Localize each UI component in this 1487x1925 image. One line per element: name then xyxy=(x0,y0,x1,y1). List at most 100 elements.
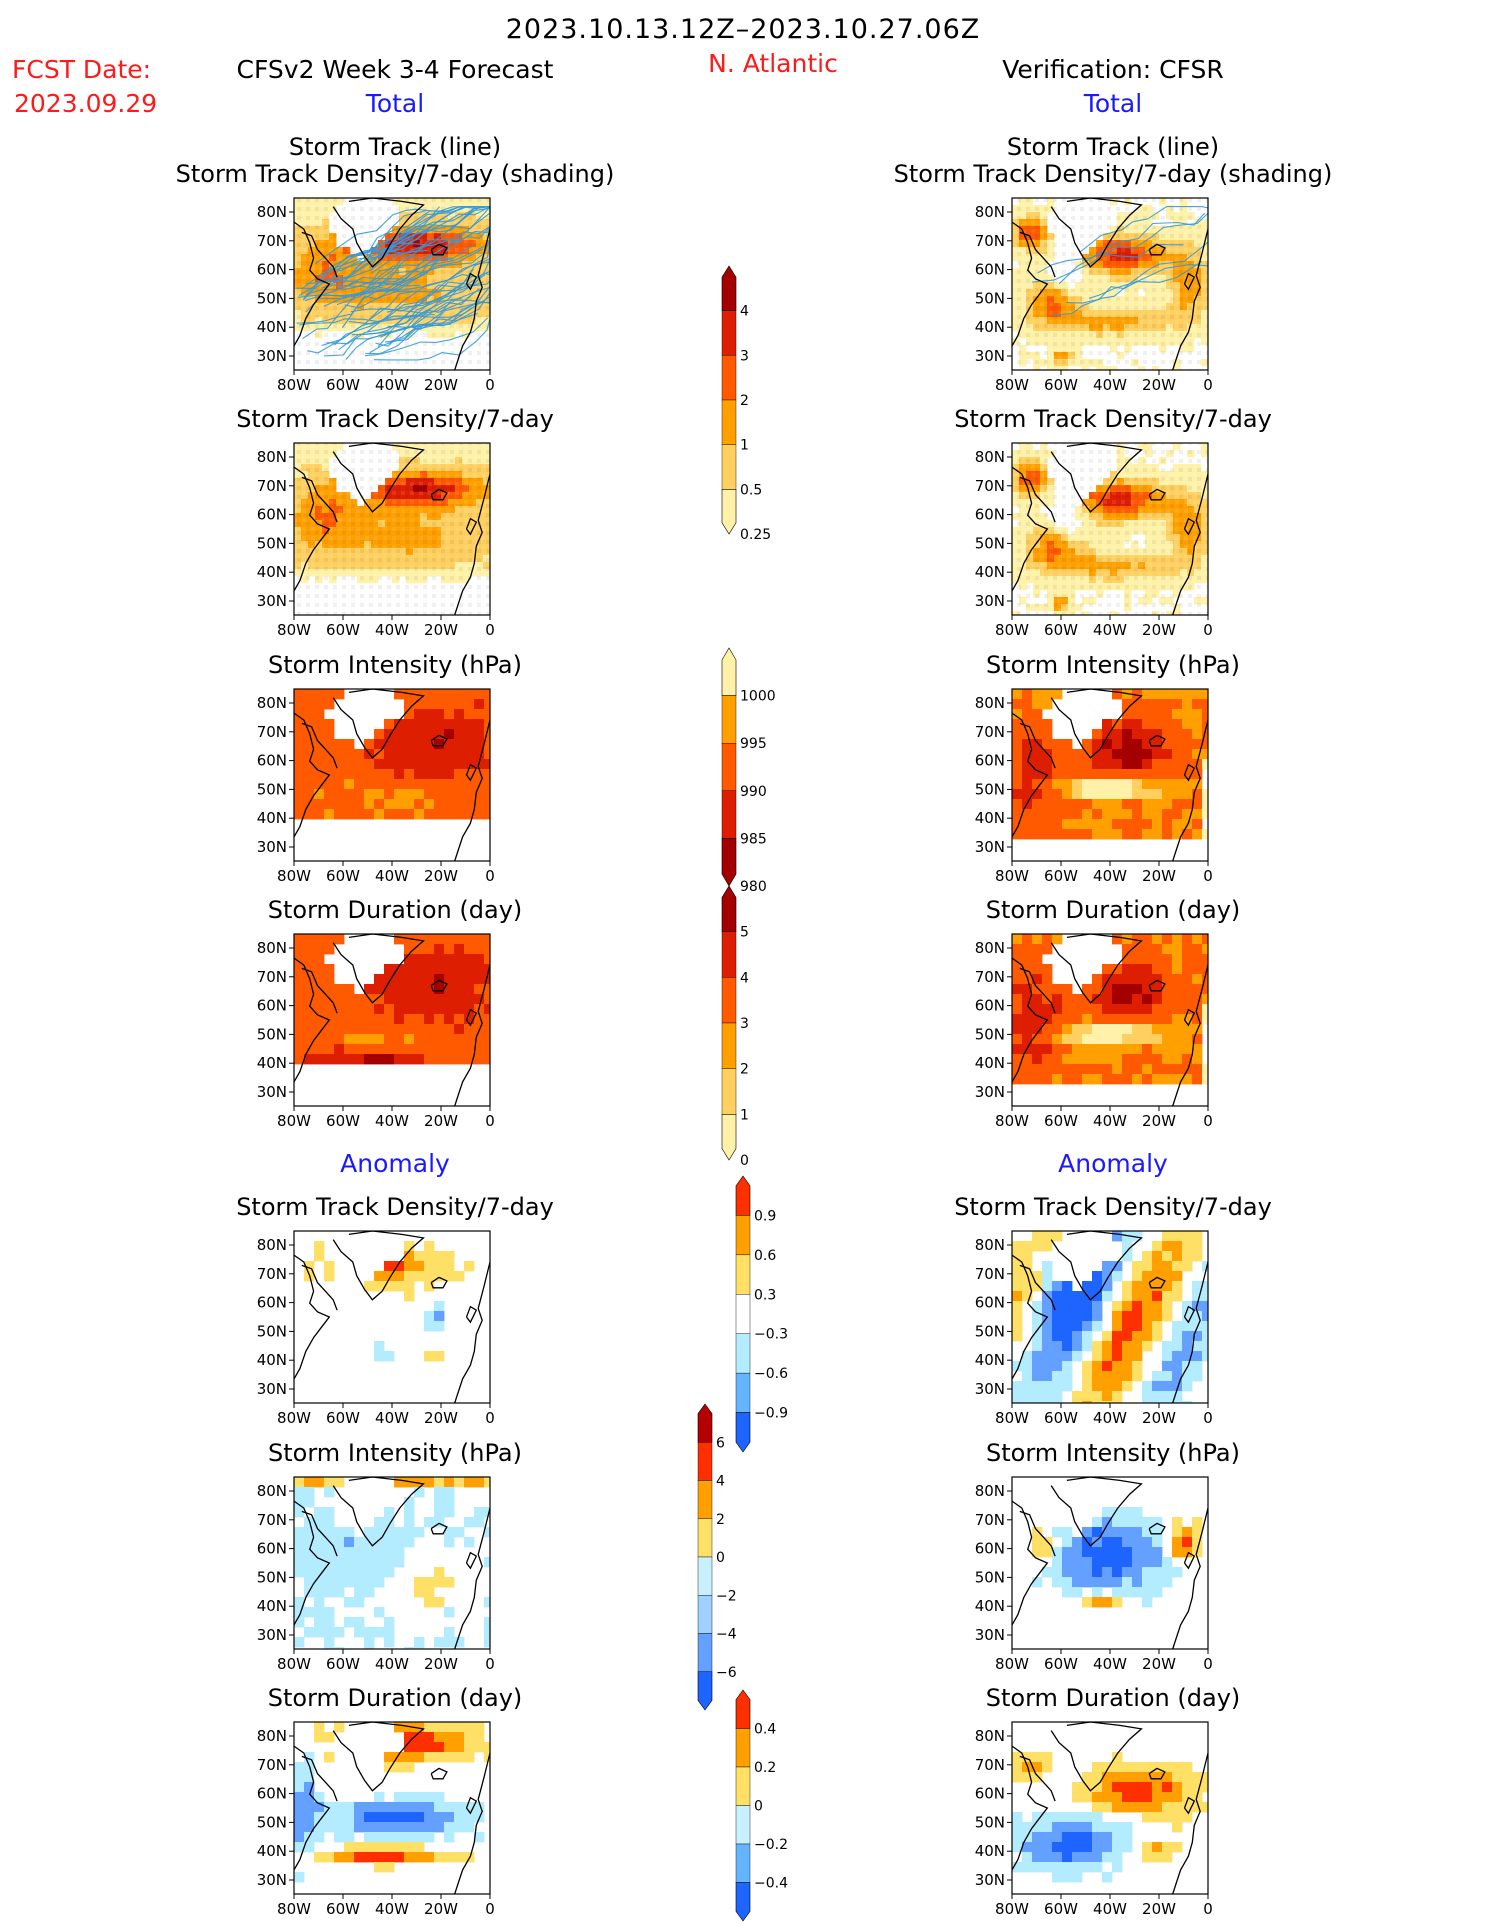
shaded-field xyxy=(1012,934,1209,1085)
colorbar-segment xyxy=(721,399,737,445)
lon-tick-label: 40W xyxy=(1093,1655,1127,1673)
smoothing-texture xyxy=(1012,198,1208,370)
map-panel-fc-anomDuration: 80N 70N 60N 50N 40N 30N 80W 60W 40W 20W 0 xyxy=(257,1721,495,1918)
lat-tick-label: 30N xyxy=(257,838,287,856)
verification-title: Verification: CFSR xyxy=(1002,55,1223,84)
shaded-field xyxy=(294,934,491,1065)
colorbar-label: 6 xyxy=(716,1435,725,1451)
lon-tick-label: 20W xyxy=(424,867,458,885)
region-title: N. Atlantic xyxy=(708,49,838,78)
title-obs-duration: Storm Duration (day) xyxy=(986,896,1241,924)
colorbar-segment xyxy=(735,1372,751,1413)
lon-tick-label: 0 xyxy=(1203,621,1213,639)
lat-tick-label: 80N xyxy=(257,694,287,712)
colorbar-intensity_anom: 6 4 2 0 −2 −4 −6 xyxy=(697,1403,737,1711)
lat-tick-label: 60N xyxy=(257,1294,287,1312)
lon-tick-label: 20W xyxy=(1142,1112,1176,1130)
colorbar-label: 2 xyxy=(740,1062,749,1078)
lon-tick-label: 80W xyxy=(995,621,1029,639)
colorbar-label: 4 xyxy=(740,304,749,320)
lat-tick-label: 40N xyxy=(975,1054,1005,1072)
lon-tick-label: 20W xyxy=(424,1112,458,1130)
lon-tick-label: 0 xyxy=(485,376,495,394)
lon-tick-label: 80W xyxy=(277,376,311,394)
map-panel-fc-intensity: 80N 70N 60N 50N 40N 30N 80W 60W 40W 20W 0 xyxy=(257,688,495,885)
lat-tick-label: 50N xyxy=(257,534,287,552)
lon-tick-label: 80W xyxy=(277,1112,311,1130)
colorbar-segment xyxy=(721,355,737,401)
colorbar-label: 3 xyxy=(740,348,749,364)
lon-tick-label: 20W xyxy=(1142,621,1176,639)
lat-tick-label: 60N xyxy=(975,261,1005,279)
colorbar-label: 980 xyxy=(740,879,767,895)
lat-tick-label: 70N xyxy=(975,232,1005,250)
lat-tick-label: 60N xyxy=(257,261,287,279)
coastlines xyxy=(293,1721,491,1895)
lat-tick-label: 80N xyxy=(257,448,287,466)
lon-tick-label: 80W xyxy=(995,376,1029,394)
lon-tick-label: 60W xyxy=(326,1409,360,1427)
lat-tick-label: 40N xyxy=(975,563,1005,581)
colorbar-label: 0.5 xyxy=(740,482,762,498)
lat-tick-label: 80N xyxy=(975,1727,1005,1745)
lat-tick-label: 50N xyxy=(975,1568,1005,1586)
title-fc-track-line: Storm Track (line) xyxy=(289,133,501,161)
lat-tick-label: 70N xyxy=(257,477,287,495)
colorbar-segment xyxy=(721,647,737,696)
colorbar-label: 0.25 xyxy=(740,527,771,543)
colorbar-label: 990 xyxy=(740,784,767,800)
map-panel-obs-anomDuration: 80N 70N 60N 50N 40N 30N 80W 60W 40W 20W 0 xyxy=(975,1721,1213,1918)
colorbar-segment xyxy=(735,1215,751,1256)
lat-tick-label: 30N xyxy=(975,592,1005,610)
title-obs-density: Storm Track Density/7-day xyxy=(954,405,1272,433)
lon-tick-label: 80W xyxy=(277,621,311,639)
lat-tick-label: 40N xyxy=(257,563,287,581)
coastlines xyxy=(293,1230,491,1404)
lat-tick-label: 60N xyxy=(257,1540,287,1558)
map-panel-obs-anomIntensity: 80N 70N 60N 50N 40N 30N 80W 60W 40W 20W 0 xyxy=(975,1476,1213,1673)
colorbar-density_total: 4 3 2 1 0.5 0.25 xyxy=(721,265,771,543)
title-fc-anom-density: Storm Track Density/7-day xyxy=(236,1193,554,1221)
lon-tick-label: 20W xyxy=(1142,1409,1176,1427)
colorbar-segment xyxy=(735,1175,751,1216)
lat-tick-label: 80N xyxy=(975,448,1005,466)
lat-tick-label: 70N xyxy=(257,232,287,250)
lat-tick-label: 60N xyxy=(975,506,1005,524)
colorbar-segment xyxy=(697,1403,713,1443)
lat-tick-label: 40N xyxy=(257,1351,287,1369)
coastlines xyxy=(293,1476,491,1650)
lon-tick-label: 40W xyxy=(1093,1900,1127,1918)
lat-tick-label: 60N xyxy=(257,506,287,524)
map-panels: 80N 70N 60N 50N 40N 30N 80W 60W 40W 20W 0 80N 70N 60N… xyxy=(257,197,1213,1918)
colorbar-label: 995 xyxy=(740,736,767,752)
lon-tick-label: 0 xyxy=(1203,1112,1213,1130)
coastlines xyxy=(293,197,491,371)
lat-tick-label: 60N xyxy=(975,1540,1005,1558)
anomaly-label-right: Anomaly xyxy=(1058,1149,1168,1178)
lon-tick-label: 20W xyxy=(424,1655,458,1673)
shaded-field xyxy=(294,1477,491,1650)
lon-tick-label: 0 xyxy=(1203,1655,1213,1673)
lat-tick-label: 60N xyxy=(257,997,287,1015)
colorbar-label: 1000 xyxy=(740,689,776,705)
lon-tick-label: 0 xyxy=(485,867,495,885)
coastlines xyxy=(293,442,491,616)
colorbar-segment xyxy=(697,1480,713,1519)
lon-tick-label: 0 xyxy=(1203,867,1213,885)
colorbar-segment xyxy=(721,310,737,356)
title-obs-track-line: Storm Track (line) xyxy=(1007,133,1219,161)
fcst-date-value: 2023.09.29 xyxy=(14,89,157,118)
lat-tick-label: 40N xyxy=(257,809,287,827)
colorbar-segment xyxy=(721,1022,737,1069)
colorbar-label: 0 xyxy=(716,1550,725,1566)
shaded-field xyxy=(304,1241,475,1362)
lat-tick-label: 80N xyxy=(975,203,1005,221)
lon-tick-label: 80W xyxy=(277,867,311,885)
lon-tick-label: 40W xyxy=(1093,621,1127,639)
coastlines xyxy=(1011,688,1209,862)
lat-tick-label: 70N xyxy=(975,1511,1005,1529)
fcst-date-label: FCST Date: xyxy=(12,55,151,84)
colorbar-label: 0.6 xyxy=(754,1248,776,1264)
shaded-field xyxy=(1012,1752,1209,1883)
lon-tick-label: 40W xyxy=(1093,1409,1127,1427)
